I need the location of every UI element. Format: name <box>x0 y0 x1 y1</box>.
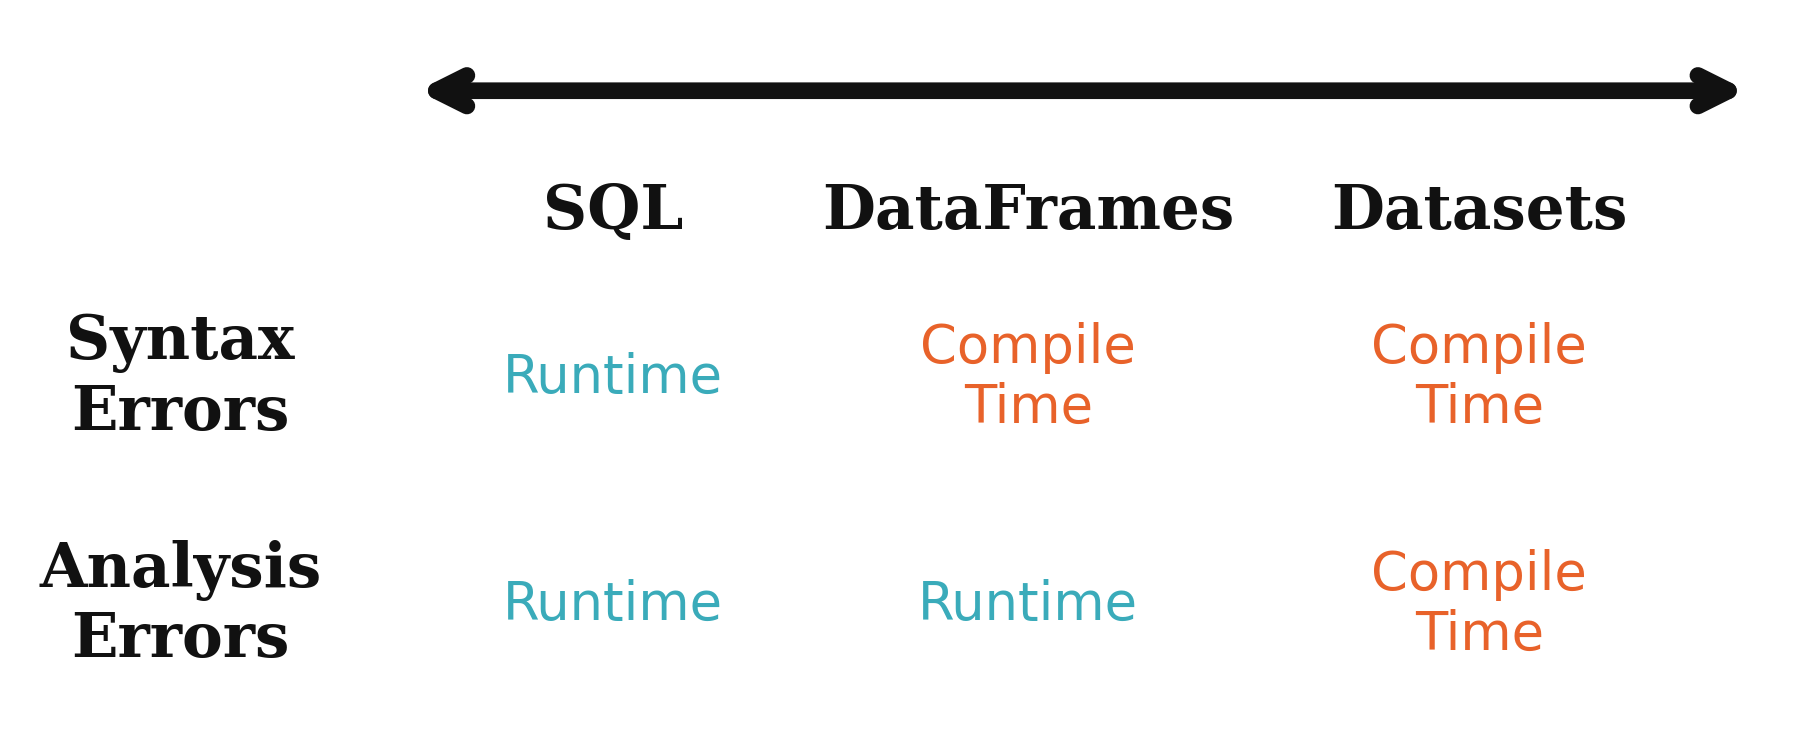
Text: SQL: SQL <box>543 181 684 242</box>
Text: Runtime: Runtime <box>503 352 723 404</box>
Text: Compile
Time: Compile Time <box>1371 549 1588 661</box>
Text: Compile
Time: Compile Time <box>1371 322 1588 434</box>
Text: Runtime: Runtime <box>918 579 1138 631</box>
Text: Syntax
Errors: Syntax Errors <box>67 313 294 443</box>
Text: Analysis
Errors: Analysis Errors <box>40 540 321 670</box>
Text: Compile
Time: Compile Time <box>920 322 1137 434</box>
Text: Datasets: Datasets <box>1331 181 1627 242</box>
Text: DataFrames: DataFrames <box>823 181 1234 242</box>
Text: Runtime: Runtime <box>503 579 723 631</box>
